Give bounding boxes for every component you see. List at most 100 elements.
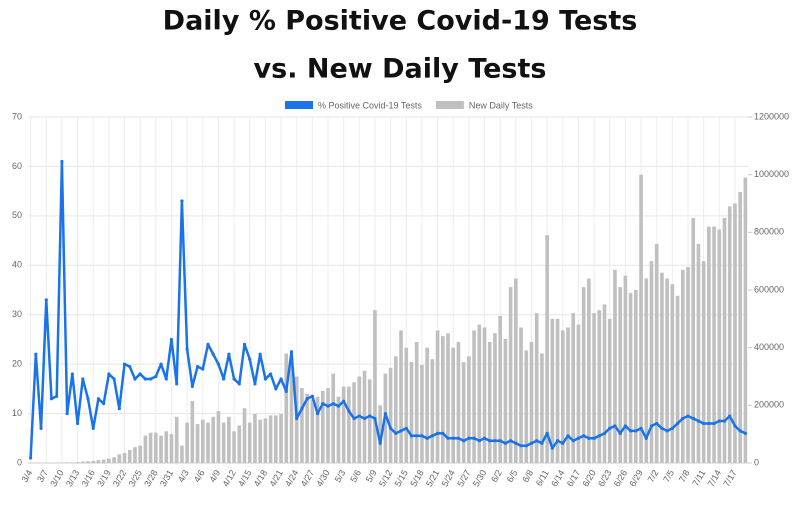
bar <box>394 356 398 463</box>
bar <box>221 422 226 463</box>
point <box>169 337 174 342</box>
x-tick-label: 3/4 <box>19 468 34 484</box>
point <box>488 439 492 443</box>
point <box>608 426 612 430</box>
point <box>545 431 549 435</box>
point <box>660 426 664 430</box>
bar <box>623 275 628 463</box>
bar <box>446 333 450 463</box>
x-tick-label: 5/6 <box>348 468 363 484</box>
bar <box>414 341 419 463</box>
bar <box>206 422 210 463</box>
point <box>310 394 314 398</box>
point <box>550 446 554 450</box>
point <box>185 347 189 351</box>
point <box>180 199 184 203</box>
point <box>164 377 168 381</box>
bar <box>592 313 596 463</box>
bar <box>378 405 382 463</box>
bar <box>420 364 424 463</box>
point <box>389 426 393 430</box>
point <box>639 426 643 430</box>
point <box>154 374 158 379</box>
point <box>655 421 659 426</box>
y2-tick-label: 1200000 <box>754 111 789 121</box>
point <box>222 377 226 381</box>
point <box>65 411 69 416</box>
bar <box>80 461 85 463</box>
point <box>629 429 633 433</box>
bar <box>618 287 622 463</box>
y-tick-label: 70 <box>12 111 22 121</box>
point <box>482 436 487 440</box>
bar <box>211 416 216 463</box>
point <box>86 397 90 401</box>
bar <box>404 347 409 463</box>
bar <box>467 356 471 463</box>
bar <box>461 362 466 463</box>
bar <box>743 177 748 464</box>
point <box>649 424 654 428</box>
x-tick-label: 4/9 <box>207 468 222 484</box>
point <box>592 436 596 440</box>
point <box>691 416 695 421</box>
point <box>702 421 706 426</box>
x-tick-label: 5/21 <box>424 468 441 488</box>
point <box>117 407 121 411</box>
point <box>122 362 127 366</box>
bar <box>284 353 289 463</box>
point <box>503 441 507 445</box>
point <box>587 436 591 440</box>
bar <box>117 454 122 463</box>
point <box>279 377 283 381</box>
x-tick-label: 5/18 <box>408 468 425 488</box>
bar <box>70 462 75 463</box>
bar <box>451 347 456 463</box>
point <box>96 397 101 401</box>
x-tick-label: 5/12 <box>377 468 394 488</box>
y-tick-label: 40 <box>12 260 22 270</box>
bar <box>435 330 440 463</box>
bar <box>289 356 294 463</box>
bar <box>75 462 80 463</box>
x-tick-label: 4/12 <box>220 468 237 488</box>
point <box>195 365 200 369</box>
point <box>404 426 408 430</box>
bar <box>493 333 497 463</box>
point <box>149 377 153 381</box>
point <box>39 426 43 430</box>
bar <box>258 419 262 463</box>
point <box>555 439 560 443</box>
bar <box>268 415 273 463</box>
point <box>561 441 565 445</box>
bar <box>190 401 195 463</box>
point <box>274 387 278 391</box>
x-tick-label: 3/16 <box>80 468 97 488</box>
point <box>289 350 294 354</box>
point <box>509 439 513 443</box>
y2-tick-label: 0 <box>754 457 759 467</box>
point <box>206 342 210 346</box>
point <box>738 429 742 433</box>
point <box>138 372 142 376</box>
bar <box>675 295 680 463</box>
point <box>644 436 648 440</box>
bar <box>686 266 690 463</box>
bar <box>237 425 242 463</box>
x-tick-label: 3/13 <box>64 468 81 488</box>
point <box>305 397 309 401</box>
bar <box>247 422 252 463</box>
point <box>159 362 163 366</box>
bar <box>639 174 643 463</box>
point <box>399 429 403 433</box>
x-tick-label: 6/2 <box>489 468 504 484</box>
x-tick-label: 6/8 <box>520 468 535 484</box>
bar <box>357 376 362 463</box>
x-tick-label: 6/29 <box>627 468 644 488</box>
point <box>540 441 544 445</box>
bar <box>242 408 247 463</box>
bar <box>336 396 341 463</box>
bar <box>545 235 549 463</box>
bar <box>440 336 445 463</box>
x-tick-label: 5/15 <box>393 468 410 488</box>
